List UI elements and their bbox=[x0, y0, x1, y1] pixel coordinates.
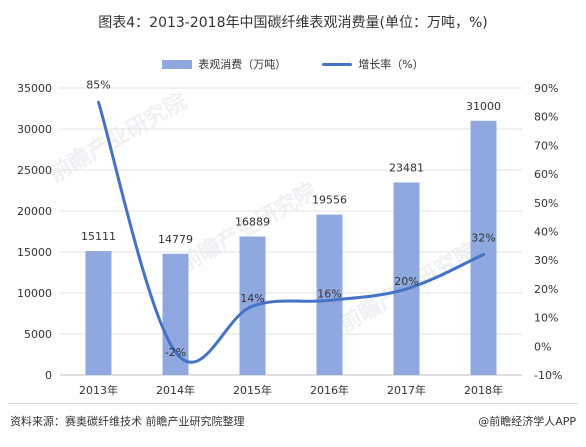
x-tick-label: 2014年 bbox=[156, 383, 195, 397]
x-tick-label: 2015年 bbox=[233, 383, 272, 397]
y-left-tick-label: 35000 bbox=[17, 82, 52, 95]
legend-item-line: 增长率（%） bbox=[322, 56, 424, 72]
line-value-label: 16% bbox=[317, 287, 341, 300]
y-right-tick-label: 0% bbox=[534, 340, 551, 353]
x-tick-label: 2017年 bbox=[387, 383, 426, 397]
line-value-label: 14% bbox=[240, 292, 264, 305]
chart-legend: 表观消费（万吨） 增长率（%） bbox=[0, 56, 586, 72]
legend-line-swatch bbox=[322, 62, 353, 66]
bar-value-label: 16889 bbox=[235, 216, 270, 229]
source-note: 资料来源：赛奥碳纤维技术 前瞻产业研究院整理 bbox=[10, 415, 245, 428]
y-right-tick-label: 20% bbox=[534, 283, 558, 296]
bar bbox=[470, 120, 497, 375]
legend-bar-label: 表观消费（万吨） bbox=[198, 58, 287, 71]
bar bbox=[316, 214, 343, 375]
y-right-tick-label: 40% bbox=[534, 226, 558, 239]
bar bbox=[162, 253, 189, 375]
y-right-tick-label: 10% bbox=[534, 312, 558, 325]
footer-divider bbox=[8, 403, 578, 404]
line-value-label: 20% bbox=[394, 275, 418, 288]
bar-value-label: 23481 bbox=[389, 161, 424, 174]
growth-line bbox=[97, 100, 485, 364]
y-right-tick-label: 60% bbox=[534, 168, 558, 181]
y-right-tick-label: -10% bbox=[534, 369, 562, 382]
x-tick-label: 2018年 bbox=[464, 383, 503, 397]
y-right-tick-label: 50% bbox=[534, 197, 558, 210]
legend-bar-swatch bbox=[162, 59, 193, 69]
y-left-tick-label: 20000 bbox=[17, 205, 52, 218]
y-right-tick-label: 90% bbox=[534, 82, 558, 95]
x-tick-label: 2013年 bbox=[79, 383, 118, 397]
y-left-tick-label: 25000 bbox=[17, 164, 52, 177]
legend-item-bar: 表观消费（万吨） bbox=[162, 56, 286, 72]
y-left-tick-label: 10000 bbox=[17, 287, 52, 300]
y-right-tick-label: 70% bbox=[534, 139, 558, 152]
x-tick-label: 2016年 bbox=[310, 383, 349, 397]
line-value-label: 32% bbox=[471, 231, 495, 244]
bar-value-label: 15111 bbox=[81, 230, 116, 243]
brand-credit: @前瞻经济学人APP bbox=[478, 415, 576, 428]
y-right-tick-label: 30% bbox=[534, 254, 558, 267]
y-left-tick-label: 5000 bbox=[24, 328, 52, 341]
bar-value-label: 31000 bbox=[466, 100, 501, 113]
bar-value-label: 19556 bbox=[312, 194, 347, 207]
bar bbox=[393, 182, 420, 375]
y-left-tick-label: 15000 bbox=[17, 246, 52, 259]
y-left-tick-label: 0 bbox=[45, 369, 52, 382]
chart-title: 图表4：2013-2018年中国碳纤维表观消费量(单位：万吨，%) bbox=[98, 15, 488, 31]
legend-line-label: 增长率（%） bbox=[358, 58, 424, 71]
y-left-tick-label: 30000 bbox=[17, 123, 52, 136]
y-right-tick-label: 80% bbox=[534, 111, 558, 124]
bar-value-label: 14779 bbox=[158, 233, 193, 246]
bar bbox=[85, 251, 112, 375]
line-value-label: -2% bbox=[165, 346, 186, 359]
line-value-label: 85% bbox=[86, 78, 110, 91]
